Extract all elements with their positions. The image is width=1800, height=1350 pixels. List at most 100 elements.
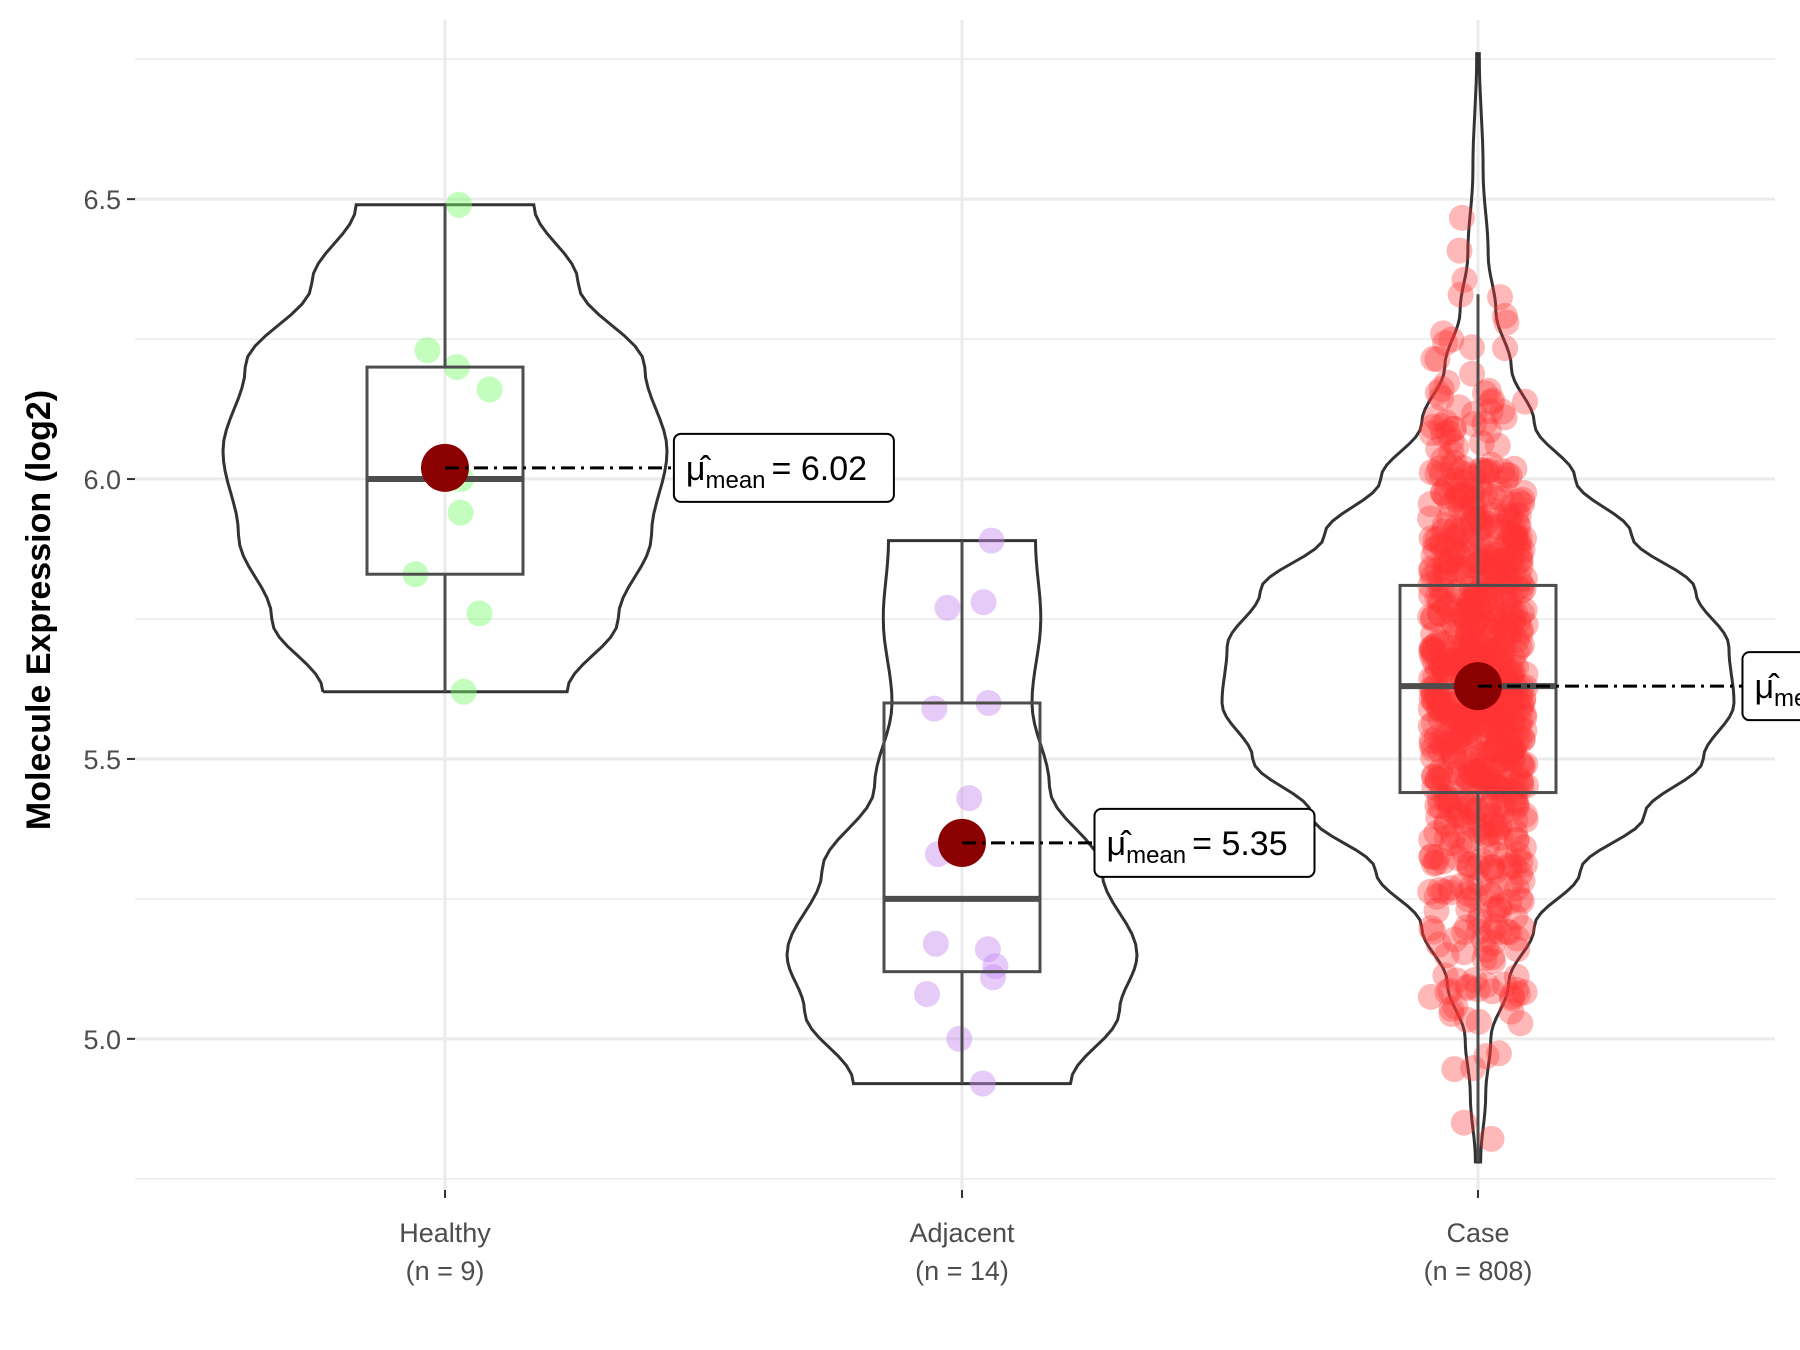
case-data-point bbox=[1450, 1109, 1477, 1136]
case-data-point bbox=[1425, 685, 1452, 712]
case-data-point bbox=[1426, 685, 1453, 712]
case-data-point bbox=[1462, 883, 1488, 910]
case-data-point bbox=[1422, 404, 1449, 431]
case-data-point bbox=[1441, 926, 1468, 953]
case-data-point bbox=[1496, 503, 1523, 530]
case-data-point bbox=[1495, 621, 1522, 648]
case-data-point bbox=[1488, 800, 1515, 827]
adjacent-data-point bbox=[934, 594, 961, 621]
case-data-point bbox=[1511, 480, 1538, 506]
case-data-point bbox=[1472, 583, 1499, 610]
case-data-point bbox=[1424, 766, 1451, 793]
case-data-point bbox=[1486, 919, 1513, 946]
case-data-point bbox=[1511, 851, 1538, 878]
case-data-point bbox=[1423, 849, 1449, 876]
case-data-point bbox=[1500, 491, 1527, 518]
case-data-point bbox=[1437, 875, 1464, 901]
case-data-point bbox=[1424, 557, 1451, 584]
case-data-point bbox=[1467, 471, 1494, 498]
case-data-point bbox=[1503, 627, 1530, 654]
case-data-point bbox=[1501, 455, 1528, 482]
case-data-point bbox=[1468, 537, 1495, 564]
case-data-point bbox=[1442, 702, 1468, 729]
case-data-point bbox=[1478, 1125, 1505, 1152]
case-data-point bbox=[1428, 728, 1455, 755]
case-data-point bbox=[1445, 845, 1471, 872]
adjacent-data-point bbox=[974, 936, 1001, 963]
case-data-point bbox=[1435, 788, 1462, 815]
case-data-point bbox=[1473, 822, 1500, 848]
case-data-point bbox=[1428, 652, 1455, 678]
case-data-point bbox=[1453, 606, 1480, 633]
adjacent-data-point bbox=[970, 589, 997, 616]
case-data-point bbox=[1467, 456, 1494, 483]
case-data-point bbox=[1486, 610, 1513, 636]
case-data-point bbox=[1484, 819, 1511, 846]
case-data-point bbox=[1490, 715, 1517, 742]
case-data-point bbox=[1424, 460, 1451, 487]
case-data-point bbox=[1450, 455, 1477, 482]
case-data-point bbox=[1427, 530, 1454, 557]
case-data-point bbox=[1507, 541, 1534, 568]
case-data-point bbox=[1498, 688, 1525, 715]
case-data-point bbox=[1477, 637, 1504, 664]
case-data-point bbox=[1455, 764, 1482, 791]
case-data-point bbox=[1428, 587, 1455, 614]
case-data-point bbox=[1461, 411, 1487, 437]
case-data-point bbox=[1480, 483, 1507, 510]
case-data-point bbox=[1475, 767, 1502, 794]
healthy-data-point bbox=[446, 191, 472, 218]
case-data-point bbox=[1441, 648, 1468, 675]
case-data-point bbox=[1510, 684, 1537, 711]
case-data-point bbox=[1493, 586, 1520, 613]
case-data-point bbox=[1460, 506, 1487, 533]
case-data-point bbox=[1492, 705, 1519, 732]
case-data-point bbox=[1440, 517, 1467, 544]
case-data-point bbox=[1438, 326, 1465, 353]
case-data-point bbox=[1511, 802, 1538, 828]
case-data-point bbox=[1479, 597, 1506, 624]
case-data-point bbox=[1490, 768, 1516, 795]
case-data-point bbox=[1494, 918, 1521, 945]
case-data-point bbox=[1418, 635, 1445, 662]
case-data-point bbox=[1424, 792, 1451, 819]
y-tick-label: 5.0 bbox=[83, 1025, 121, 1055]
case-data-point bbox=[1492, 574, 1519, 601]
case-data-point bbox=[1438, 547, 1465, 574]
case-data-point bbox=[1442, 745, 1468, 772]
case-data-point bbox=[1503, 963, 1530, 990]
case-data-point bbox=[1426, 586, 1453, 613]
case-data-point bbox=[1452, 639, 1479, 666]
case-data-point bbox=[1433, 703, 1460, 729]
case-data-point bbox=[1446, 641, 1473, 668]
case-data-point bbox=[1504, 687, 1531, 714]
case-data-point bbox=[1443, 467, 1470, 494]
case-data-point bbox=[1480, 802, 1506, 829]
case-data-point bbox=[1438, 738, 1465, 765]
y-tick-label: 6.5 bbox=[83, 185, 121, 215]
case-data-point bbox=[1441, 618, 1468, 645]
case-data-point bbox=[1499, 708, 1526, 735]
case-data-point bbox=[1446, 237, 1473, 264]
case-data-point bbox=[1424, 379, 1451, 406]
case-data-point bbox=[1428, 413, 1455, 440]
case-data-point bbox=[1507, 616, 1534, 643]
case-data-point bbox=[1501, 853, 1528, 880]
case-data-point bbox=[1486, 710, 1513, 737]
case-data-point bbox=[1483, 542, 1510, 569]
case-data-point bbox=[1509, 753, 1536, 780]
case-data-point bbox=[1473, 796, 1500, 823]
case-data-point bbox=[1484, 707, 1511, 733]
case-data-point bbox=[1447, 802, 1474, 829]
case-data-point bbox=[1484, 517, 1511, 544]
adjacent-box bbox=[882, 701, 1042, 974]
case-data-point bbox=[1448, 484, 1474, 511]
mean-equals: = bbox=[772, 450, 801, 488]
case-data-point bbox=[1435, 419, 1462, 446]
case-data-point bbox=[1418, 826, 1445, 853]
case-data-point bbox=[1507, 848, 1534, 875]
case-data-point bbox=[1441, 472, 1468, 499]
case-data-point bbox=[1467, 549, 1493, 576]
case-data-point bbox=[1425, 694, 1452, 721]
